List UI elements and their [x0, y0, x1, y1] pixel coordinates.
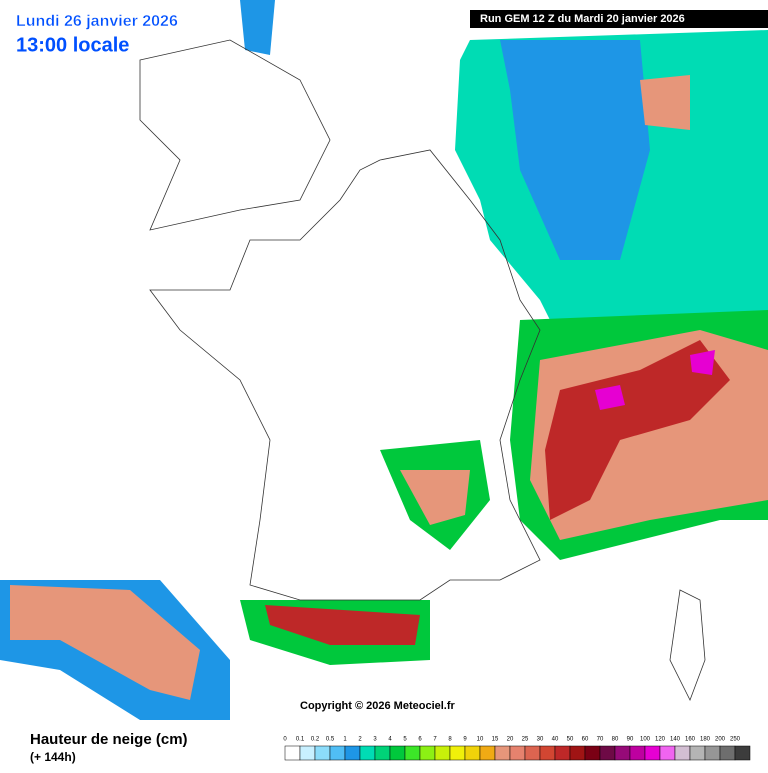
legend-label: 3: [373, 737, 377, 743]
legend-label: 15: [492, 737, 499, 743]
legend-label: 0.1: [296, 737, 305, 743]
date-label: Lundi 26 janvier 2026: [16, 13, 178, 30]
legend-swatch: [449, 745, 466, 761]
legend-swatch: [479, 745, 496, 761]
legend-label: 1: [343, 737, 347, 743]
legend-swatch: [734, 745, 751, 761]
legend-label: 140: [670, 737, 681, 743]
legend-swatch: [659, 745, 676, 761]
legend-label: 80: [612, 737, 619, 743]
legend-swatch: [599, 745, 616, 761]
legend-swatch: [689, 745, 706, 761]
legend-label: 10: [477, 737, 484, 743]
legend-label: 9: [463, 737, 467, 743]
time-label: 13:00 locale: [16, 34, 129, 56]
legend-swatch: [509, 745, 526, 761]
legend-swatch: [584, 745, 601, 761]
legend-swatch: [314, 745, 331, 761]
legend-label: 20: [507, 737, 514, 743]
legend-swatch: [359, 745, 376, 761]
legend-label: 0: [283, 737, 287, 743]
legend-swatch: [329, 745, 346, 761]
legend-swatch: [614, 745, 631, 761]
legend-swatch: [539, 745, 556, 761]
legend-label: 100: [640, 737, 651, 743]
legend-swatch: [644, 745, 661, 761]
legend-label: 2: [358, 737, 362, 743]
legend-swatch: [494, 745, 511, 761]
coastlines: [139, 39, 706, 701]
legend-label: 40: [552, 737, 559, 743]
legend-label: 200: [715, 737, 726, 743]
legend-label: 7: [433, 737, 437, 743]
legend-label: 90: [627, 737, 634, 743]
legend-swatch: [629, 745, 646, 761]
legend-label: 160: [685, 737, 696, 743]
legend-label: 8: [448, 737, 452, 743]
legend-label: 50: [567, 737, 574, 743]
copyright: Copyright © 2026 Meteociel.fr: [300, 700, 456, 712]
legend-swatch: [704, 745, 721, 761]
snow-fields: [0, 0, 768, 720]
legend-swatch: [284, 745, 301, 761]
legend-label: 0.5: [326, 737, 335, 743]
run-box: [470, 10, 768, 28]
legend-swatch: [464, 745, 481, 761]
legend-swatch: [389, 745, 406, 761]
legend-swatch: [554, 745, 571, 761]
legend-label: 180: [700, 737, 711, 743]
legend-label: 25: [522, 737, 529, 743]
legend-swatch: [404, 745, 421, 761]
legend-swatch: [299, 745, 316, 761]
legend-label: 4: [388, 737, 392, 743]
legend-swatch: [434, 745, 451, 761]
legend-label: 70: [597, 737, 604, 743]
legend-swatch: [344, 745, 361, 761]
legend-label: 0.2: [311, 737, 320, 743]
legend-swatch: [374, 745, 391, 761]
legend-swatch: [569, 745, 586, 761]
legend-label: 30: [537, 737, 544, 743]
legend-swatch: [524, 745, 541, 761]
legend-swatch: [674, 745, 691, 761]
run-label: Run GEM 12 Z du Mardi 20 janvier 2026: [480, 13, 685, 25]
legend-label: 60: [582, 737, 589, 743]
legend-label: 120: [655, 737, 666, 743]
legend-title: Hauteur de neige (cm): [30, 731, 188, 748]
legend-lead: (+ 144h): [30, 750, 76, 764]
legend-label: 250: [730, 737, 741, 743]
legend-swatch: [719, 745, 736, 761]
legend-swatch: [419, 745, 436, 761]
legend-label: 6: [418, 737, 422, 743]
legend-label: 5: [403, 737, 407, 743]
